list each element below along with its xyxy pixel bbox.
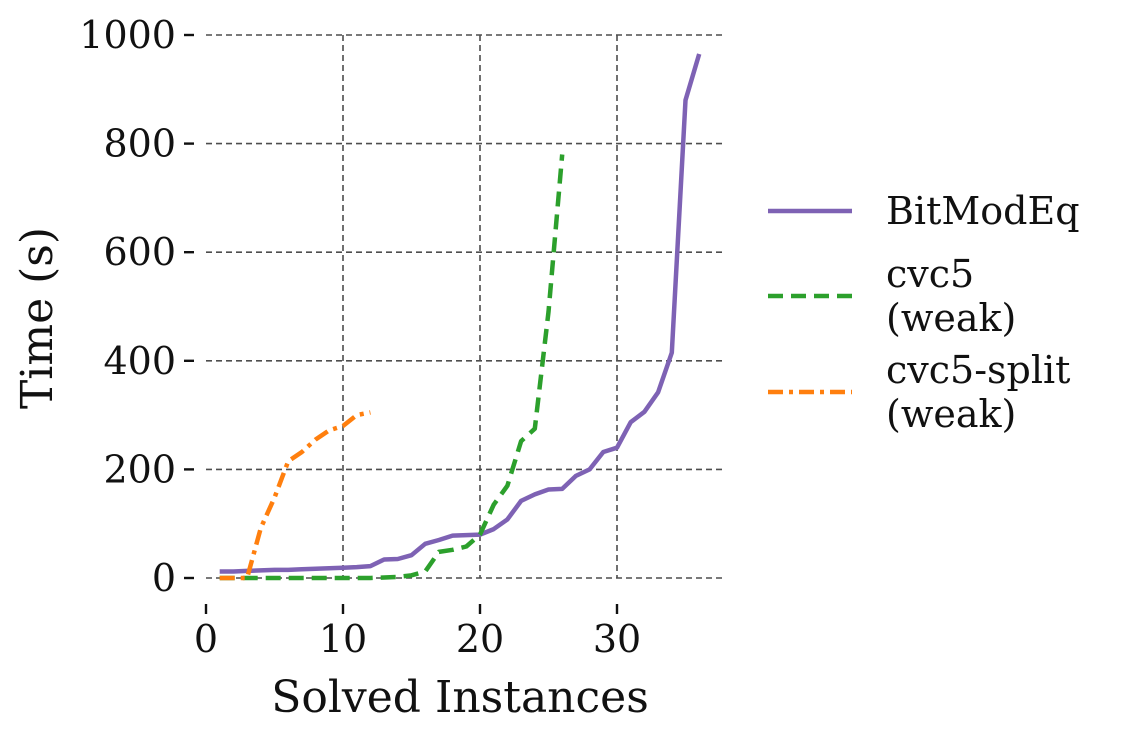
legend: BitModEq cvc5 (weak)cvc5-split (weak)	[768, 189, 1080, 436]
y-axis-title: Time (s)	[12, 227, 63, 409]
legend-label-0: BitModEq	[886, 189, 1080, 233]
legend-label-1: cvc5 (weak)	[886, 252, 1016, 340]
plot-area	[219, 53, 702, 581]
y-tick-label: 400	[103, 339, 176, 383]
y-tick-label: 0	[152, 556, 176, 600]
y-tick-label: 200	[103, 447, 176, 491]
y-tick-label: 800	[103, 122, 176, 166]
y-tick-label: 1000	[79, 13, 176, 57]
x-axis-title: Solved Instances	[271, 672, 649, 723]
x-axis-ticks: 0 10 20 30	[194, 604, 641, 661]
y-axis-ticks: 0 200 400 600 800 1000	[79, 13, 194, 600]
series-line-1	[219, 154, 565, 581]
y-tick-label: 600	[103, 230, 176, 274]
x-tick-label: 0	[194, 617, 218, 661]
x-tick-label: 10	[319, 617, 367, 661]
legend-label-2: cvc5-split (weak)	[886, 348, 1070, 436]
x-tick-label: 30	[593, 617, 641, 661]
series-line-0	[219, 53, 702, 574]
grid	[206, 34, 722, 579]
x-tick-label: 20	[456, 617, 504, 661]
series-line-2	[219, 410, 371, 581]
